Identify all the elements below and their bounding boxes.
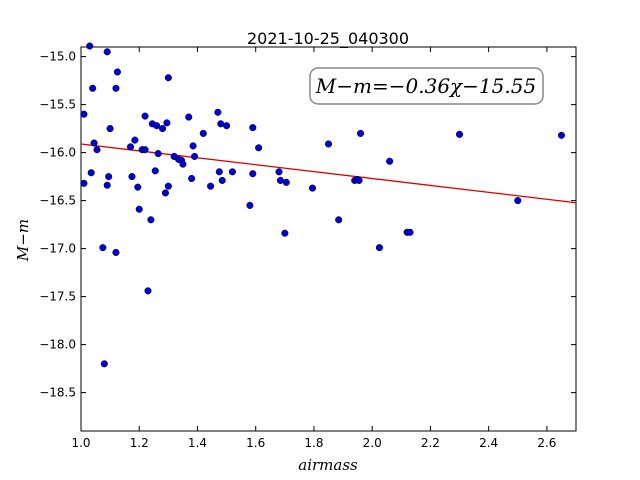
y-tick-label: −15.5 [39,98,76,112]
data-point [80,179,88,187]
data-point [188,174,196,183]
data-point [223,122,231,130]
data-point [163,119,171,127]
data-point [93,146,101,154]
data-point [324,140,333,148]
x-tick-label: 1.0 [71,436,90,450]
chart-title: 2021-10-25_040300 [247,29,409,49]
data-point [514,197,522,205]
data-point [164,74,172,82]
data-points [80,42,565,368]
data-point [281,229,289,237]
data-point [80,110,88,118]
data-point [106,125,114,133]
data-point [105,173,113,181]
data-point [103,48,111,56]
data-point [100,360,108,368]
data-point [112,248,120,256]
fit-line [80,143,577,204]
x-tick-label: 1.8 [304,436,323,450]
data-point [228,168,236,176]
data-point [126,143,135,151]
data-point [89,84,97,92]
x-axis: 1.0 1.2 1.4 1.6 1.8 2.0 2.2 2.4 2.6 [71,47,556,450]
data-point [246,201,254,209]
x-tick-label: 2.2 [421,436,440,450]
data-point [135,205,143,213]
x-axis-label: airmass [298,456,358,474]
data-point [355,176,363,184]
y-tick-label: −16.5 [39,194,76,208]
data-point [103,181,111,189]
y-tick-label: −17.5 [39,290,76,304]
data-point [255,144,263,152]
data-point [99,244,107,252]
x-tick-label: 1.2 [130,436,149,450]
data-point [161,189,169,197]
data-point [112,84,120,92]
x-tick-label: 2.6 [537,436,556,450]
x-tick-label: 1.4 [188,436,207,450]
data-point [249,170,257,178]
data-point [199,129,207,137]
data-point [215,168,223,176]
y-tick-label: −17.0 [39,242,76,256]
data-point [207,182,215,190]
data-point [282,178,290,186]
data-point [189,142,197,150]
data-point [249,124,257,132]
data-point [87,169,95,177]
data-point [179,160,187,168]
y-tick-label: −18.5 [39,386,76,400]
y-axis-label: M−m [14,219,32,262]
x-tick-label: 2.0 [363,436,382,450]
plot-frame [80,46,577,432]
data-point [151,167,159,175]
data-point [455,130,464,138]
data-point [218,176,226,184]
x-tick-label: 2.4 [479,436,498,450]
data-point [275,168,283,176]
data-point [164,182,172,190]
y-tick-label: −15.0 [39,50,76,64]
data-point [131,136,139,144]
data-point [141,112,149,120]
data-point [308,184,317,192]
data-point [158,125,167,133]
data-point [191,152,199,160]
data-point [557,131,565,139]
data-point [356,129,365,137]
data-point [335,216,343,224]
data-point [375,244,384,252]
data-point [214,108,222,116]
x-tick-label: 1.6 [246,436,265,450]
data-point [144,287,152,295]
y-tick-label: −18.0 [39,338,76,352]
data-point [154,150,162,158]
y-tick-label: −16.0 [39,146,76,160]
data-point [185,113,193,121]
data-point [128,173,136,181]
annotation-box [309,67,544,105]
data-point [153,122,161,130]
fit-line-layer [80,143,577,204]
data-point [386,157,394,165]
data-point [406,228,414,236]
data-point [134,183,142,191]
data-point [90,139,98,147]
fit-equation: M−m=−0.36χ−15.55 [315,74,536,98]
data-point [86,42,94,50]
data-point [141,146,149,154]
y-axis: −15.0 −15.5 −16.0 −16.5 −17.0 −17.5 −18.0 −18.5 [39,50,576,400]
data-point [113,68,121,76]
data-point [147,216,155,224]
